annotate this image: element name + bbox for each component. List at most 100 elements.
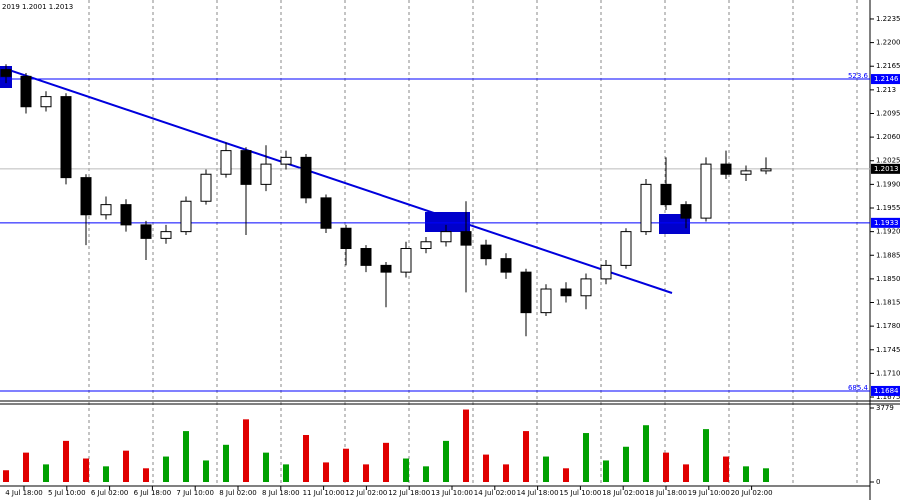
candle-body xyxy=(40,96,52,108)
candle-body xyxy=(260,163,272,185)
x-tick-label: 12 Jul 02:00 xyxy=(345,489,387,497)
candle-body xyxy=(460,231,472,246)
volume-bar xyxy=(303,435,309,482)
volume-bar xyxy=(3,470,9,482)
candle-body xyxy=(60,96,72,179)
candle-body xyxy=(500,258,512,273)
candle-body xyxy=(660,183,672,206)
candle-body xyxy=(120,204,132,226)
volume-bar xyxy=(763,468,769,482)
volume-bar xyxy=(363,464,369,482)
x-tick-label: 14 Jul 18:00 xyxy=(517,489,559,497)
level-tag-box xyxy=(871,217,900,228)
candle-body xyxy=(700,163,712,219)
volume-bar xyxy=(723,456,729,482)
y-tick-label: 1.1990 xyxy=(876,180,900,188)
y-tick-label: 1.2200 xyxy=(876,39,900,47)
level-price-label: 1.1933 xyxy=(874,219,899,227)
level-price-label: 1.2146 xyxy=(874,75,899,83)
x-tick-label: 20 Jul 02:00 xyxy=(731,489,773,497)
candle-body xyxy=(180,200,192,233)
candle-body xyxy=(340,227,352,250)
volume-bar xyxy=(603,460,609,482)
y-tick-label: 1.1920 xyxy=(876,228,900,236)
x-tick-label: 18 Jul 18:00 xyxy=(645,489,687,497)
volume-bar xyxy=(543,456,549,482)
trendline xyxy=(0,66,673,294)
volume-bar xyxy=(243,419,249,482)
v-tick-label: 3779 xyxy=(876,404,894,412)
y-tick-label: 1.2235 xyxy=(876,15,900,23)
candle-body xyxy=(280,156,292,165)
volume-bar xyxy=(523,431,529,482)
x-tick-label: 6 Jul 18:00 xyxy=(134,489,172,497)
volume-bar xyxy=(703,429,709,482)
y-tick-label: 1.1710 xyxy=(876,369,900,377)
candle-body xyxy=(580,278,592,297)
x-tick-label: 5 Jul 10:00 xyxy=(48,489,86,497)
y-tick-label: 1.1745 xyxy=(876,346,900,354)
candle-body xyxy=(140,224,152,239)
volume-bar xyxy=(623,446,629,482)
last-price-box xyxy=(871,163,900,174)
candle-body xyxy=(200,173,212,202)
candle-body xyxy=(160,231,172,239)
candle-body xyxy=(620,231,632,266)
x-tick-label: 11 Jul 10:00 xyxy=(303,489,345,497)
candle-body xyxy=(440,231,452,243)
volume-bar xyxy=(383,442,389,482)
candle-body xyxy=(100,204,112,216)
volume-bar xyxy=(103,466,109,482)
y-tick-label: 1.213 xyxy=(876,86,896,94)
volume-bar xyxy=(83,458,89,482)
candle-body xyxy=(760,168,772,172)
volume-bar xyxy=(283,464,289,482)
y-tick-label: 1.1815 xyxy=(876,299,900,307)
y-tick-label: 1.2165 xyxy=(876,62,900,70)
x-tick-label: 7 Jul 10:00 xyxy=(176,489,214,497)
volume-bar xyxy=(263,452,269,482)
candle-body xyxy=(520,271,532,314)
volume-bar xyxy=(223,444,229,482)
x-tick-label: 14 Jul 02:00 xyxy=(474,489,516,497)
volume-bar xyxy=(23,452,29,482)
candle-body xyxy=(600,264,612,280)
level-price-label: 1.1684 xyxy=(874,387,899,395)
candle-body xyxy=(420,241,432,250)
candle-body xyxy=(540,288,552,314)
volume-bar xyxy=(403,458,409,482)
candle-body xyxy=(740,170,752,175)
zone-box xyxy=(425,212,470,232)
x-tick-label: 8 Jul 02:00 xyxy=(219,489,257,497)
candle-body xyxy=(360,248,372,266)
x-tick-label: 4 Jul 18:00 xyxy=(5,489,43,497)
candle-body xyxy=(380,264,392,273)
candle-body xyxy=(680,204,692,219)
candle-body xyxy=(80,177,92,216)
volume-bar xyxy=(503,464,509,482)
x-tick-label: 13 Jul 10:00 xyxy=(431,489,473,497)
x-tick-label: 18 Jul 02:00 xyxy=(602,489,644,497)
x-tick-label: 19 Jul 10:00 xyxy=(688,489,730,497)
volume-bar xyxy=(443,440,449,482)
volume-bar xyxy=(343,448,349,482)
level-tag: 523.6 xyxy=(848,72,869,80)
v-tick-label: 0 xyxy=(876,478,880,486)
candle-body xyxy=(320,197,332,229)
y-tick-label: 1.1850 xyxy=(876,275,900,283)
volume-bar xyxy=(63,440,69,482)
candle-body xyxy=(300,156,312,199)
x-tick-label: 6 Jul 02:00 xyxy=(91,489,129,497)
candle-body xyxy=(20,75,32,108)
y-tick-label: 1.2095 xyxy=(876,109,900,117)
y-tick-label: 1.2025 xyxy=(876,157,900,165)
x-tick-label: 15 Jul 10:00 xyxy=(559,489,601,497)
candle-body xyxy=(220,150,232,175)
volume-bar xyxy=(643,425,649,482)
y-tick-label: 1.1675 xyxy=(876,393,900,401)
volume-bar xyxy=(683,464,689,482)
last-price-label: 1.2013 xyxy=(874,165,899,173)
level-tag-box xyxy=(871,74,900,85)
volume-bar xyxy=(583,433,589,482)
candle-body xyxy=(720,163,732,175)
